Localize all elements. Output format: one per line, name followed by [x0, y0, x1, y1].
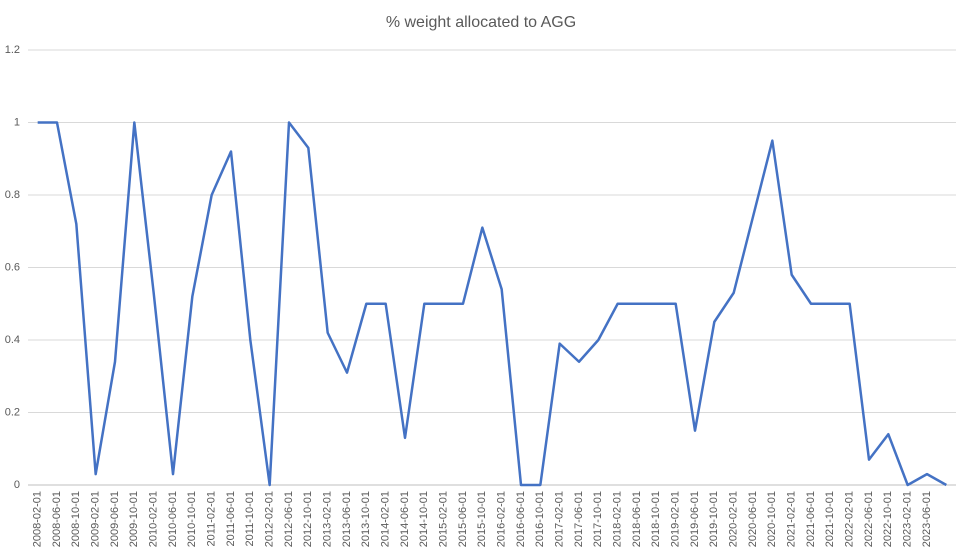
x-tick-label: 2016-02-01: [496, 491, 508, 547]
x-tick-label: 2014-02-01: [380, 491, 392, 547]
x-tick-label: 2022-02-01: [844, 491, 856, 547]
x-tick-label: 2017-10-01: [592, 491, 604, 547]
x-tick-label: 2008-02-01: [32, 491, 44, 547]
x-tick-label: 2023-06-01: [921, 491, 933, 547]
x-tick-label: 2010-06-01: [167, 491, 179, 547]
y-tick-label: 0.4: [5, 334, 20, 346]
x-tick-label: 2019-10-01: [708, 491, 720, 547]
x-tick-label: 2011-02-01: [206, 491, 218, 546]
data-line: [37, 121, 947, 487]
x-tick-label: 2022-10-01: [882, 491, 894, 547]
y-tick-label: 1: [14, 116, 20, 128]
x-tick-label: 2015-02-01: [438, 491, 450, 547]
y-tick-label: 0.8: [5, 189, 20, 201]
y-tick-label: 0.6: [5, 261, 20, 273]
x-tick-label: 2019-02-01: [670, 491, 682, 547]
x-tick-label: 2021-02-01: [786, 491, 798, 547]
y-tick-label: 1.2: [5, 44, 20, 56]
x-tick-label: 2020-10-01: [766, 491, 778, 547]
x-tick-label: 2018-02-01: [612, 491, 624, 547]
x-tick-label: 2021-06-01: [805, 491, 817, 547]
x-tick-label: 2014-10-01: [418, 491, 430, 547]
x-tick-label: 2013-02-01: [322, 491, 334, 547]
x-tick-label: 2008-06-01: [51, 491, 63, 547]
x-tick-label: 2014-06-01: [399, 491, 411, 547]
x-tick-label: 2018-10-01: [650, 491, 662, 547]
x-tick-label: 2013-06-01: [341, 491, 353, 547]
x-tick-label: 2017-02-01: [554, 491, 566, 547]
x-tick-label: 2011-10-01: [244, 491, 256, 546]
x-tick-label: 2009-10-01: [128, 491, 140, 547]
y-tick-label: 0.2: [5, 406, 20, 418]
x-tick-label: 2008-10-01: [70, 491, 82, 547]
x-tick-label: 2013-10-01: [360, 491, 372, 547]
x-tick-label: 2016-10-01: [534, 491, 546, 547]
x-tick-label: 2015-06-01: [457, 491, 469, 547]
x-tick-label: 2010-10-01: [186, 491, 198, 547]
chart-title: % weight allocated to AGG: [386, 14, 576, 31]
x-tick-label: 2020-06-01: [747, 491, 759, 547]
x-tick-label: 2009-02-01: [90, 491, 102, 547]
x-tick-label: 2020-02-01: [728, 491, 740, 547]
x-tick-label: 2016-06-01: [515, 491, 527, 547]
x-tick-label: 2021-10-01: [824, 491, 836, 547]
x-tick-label: 2018-06-01: [631, 491, 643, 547]
x-tick-label: 2011-06-01: [225, 491, 237, 546]
x-tick-label: 2022-06-01: [863, 491, 875, 547]
x-tick-label: 2019-06-01: [689, 491, 701, 547]
x-tick-label: 2023-02-01: [902, 491, 914, 547]
x-tick-label: 2012-10-01: [302, 491, 314, 547]
x-tick-label: 2015-10-01: [476, 491, 488, 547]
x-tick-label: 2012-02-01: [264, 491, 276, 547]
x-tick-label: 2012-06-01: [283, 491, 295, 547]
y-tick-label: 0: [14, 479, 20, 491]
x-tick-label: 2010-02-01: [148, 491, 160, 547]
x-tick-label: 2017-06-01: [573, 491, 585, 547]
x-tick-label: 2009-06-01: [109, 491, 121, 547]
